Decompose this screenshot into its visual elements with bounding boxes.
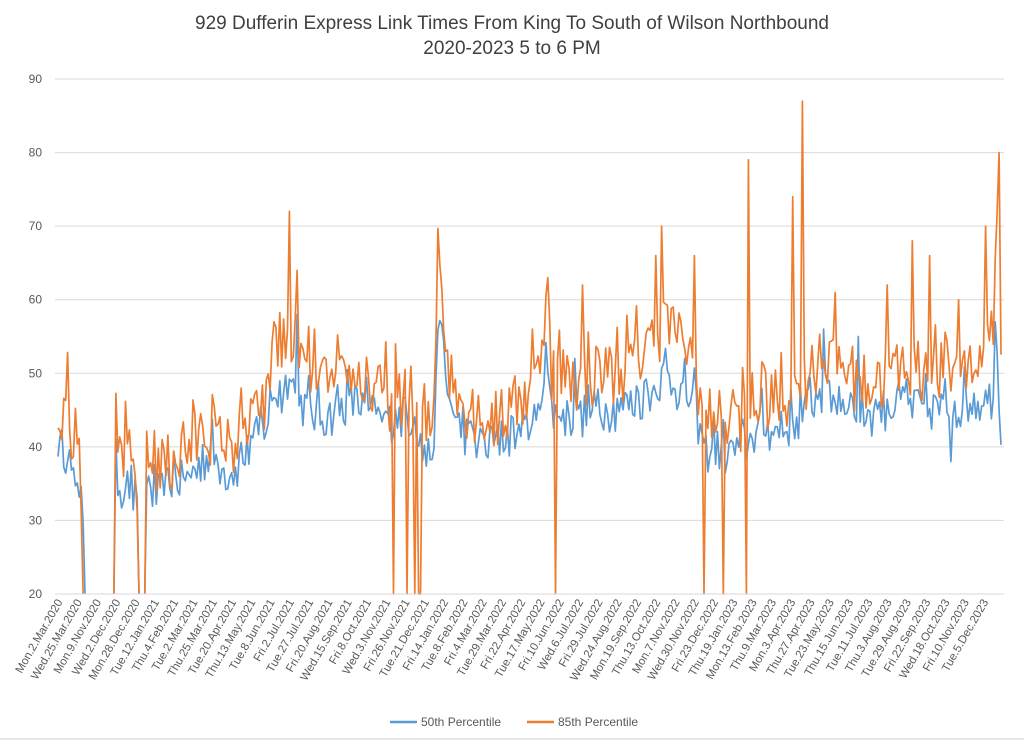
series-line-85th-percentile (57, 100, 1002, 595)
series-line-50th-percentile (57, 313, 1002, 595)
y-tick-label: 20 (29, 587, 43, 601)
x-axis-ticks: Mon.2.Mar.2020Wed.25.Mar.2020Mon.9.Nov.2… (14, 597, 992, 683)
chart-subtitle: 2020-2023 5 to 6 PM (423, 38, 600, 59)
legend-label-50th: 50th Percentile (421, 715, 501, 729)
y-tick-label: 50 (29, 366, 43, 380)
legend-label-85th: 85th Percentile (558, 715, 638, 729)
y-tick-label: 60 (29, 293, 43, 307)
y-tick-label: 30 (29, 513, 43, 527)
y-axis-ticks: 20 30 40 50 60 70 80 90 (29, 72, 43, 601)
y-tick-label: 40 (29, 440, 43, 454)
legend: 50th Percentile 85th Percentile (390, 715, 638, 729)
series-lines (57, 100, 1002, 595)
y-tick-label: 90 (29, 72, 43, 86)
bottom-border (0, 738, 1024, 740)
y-tick-label: 70 (29, 219, 43, 233)
y-tick-label: 80 (29, 146, 43, 160)
chart-title: 929 Dufferin Express Link Times From Kin… (195, 13, 829, 34)
